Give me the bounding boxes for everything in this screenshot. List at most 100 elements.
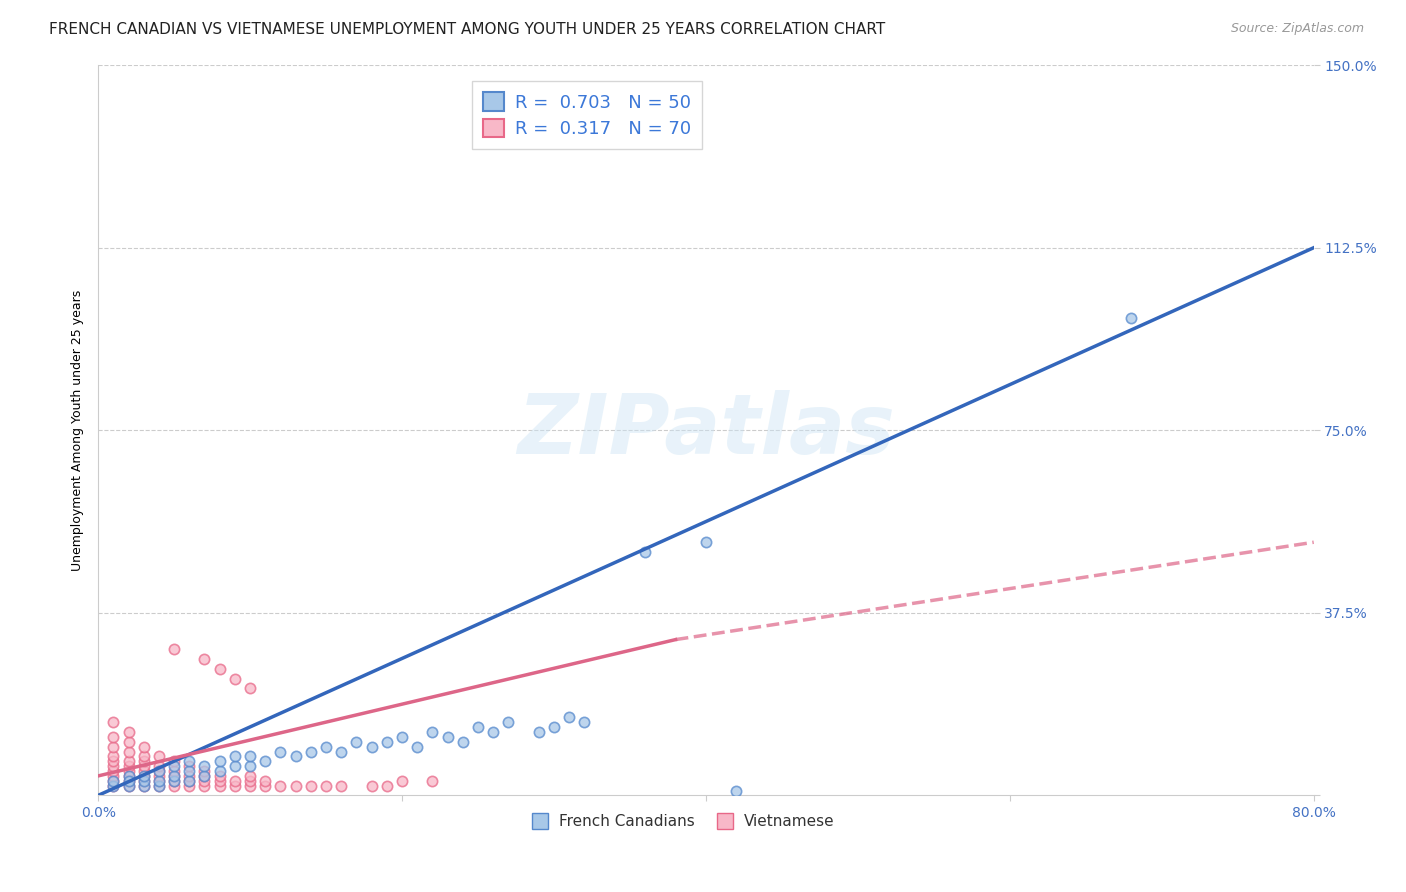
Y-axis label: Unemployment Among Youth under 25 years: Unemployment Among Youth under 25 years <box>72 290 84 571</box>
Point <box>163 779 186 793</box>
Point <box>208 773 231 788</box>
Point <box>163 759 186 773</box>
Point <box>360 779 382 793</box>
Point <box>193 769 215 783</box>
Point <box>330 779 353 793</box>
Point <box>224 773 246 788</box>
Point <box>391 773 413 788</box>
Point <box>498 715 520 730</box>
Point <box>117 773 139 788</box>
Point <box>117 773 139 788</box>
Point <box>422 773 444 788</box>
Point <box>375 735 398 749</box>
Point <box>103 773 125 788</box>
Text: ZIPatlas: ZIPatlas <box>517 390 894 471</box>
Point <box>239 749 262 764</box>
Point <box>103 759 125 773</box>
Point <box>179 779 201 793</box>
Point <box>239 779 262 793</box>
Point <box>422 725 444 739</box>
Point <box>299 745 322 759</box>
Point <box>695 535 717 549</box>
Point <box>103 739 125 754</box>
Point <box>179 769 201 783</box>
Point <box>103 764 125 778</box>
Point <box>163 773 186 788</box>
Point <box>103 779 125 793</box>
Point <box>117 759 139 773</box>
Point <box>208 769 231 783</box>
Point <box>103 769 125 783</box>
Point <box>254 779 277 793</box>
Point <box>132 779 155 793</box>
Point <box>163 769 186 783</box>
Point <box>467 720 489 734</box>
Point <box>163 764 186 778</box>
Point <box>558 710 581 724</box>
Point <box>436 730 458 744</box>
Point <box>482 725 505 739</box>
Point <box>148 749 170 764</box>
Point <box>163 642 186 657</box>
Point <box>117 735 139 749</box>
Point <box>634 545 657 559</box>
Point <box>117 725 139 739</box>
Point <box>360 739 382 754</box>
Point <box>375 779 398 793</box>
Point <box>103 773 125 788</box>
Point <box>315 779 337 793</box>
Point <box>1121 311 1143 326</box>
Point <box>148 773 170 788</box>
Point <box>163 769 186 783</box>
Point <box>117 779 139 793</box>
Point <box>117 769 139 783</box>
Point <box>179 773 201 788</box>
Point <box>193 652 215 666</box>
Point <box>132 773 155 788</box>
Point <box>148 764 170 778</box>
Point <box>451 735 474 749</box>
Point <box>224 749 246 764</box>
Point <box>193 769 215 783</box>
Point <box>148 779 170 793</box>
Point <box>254 773 277 788</box>
Point <box>103 754 125 768</box>
Point <box>103 730 125 744</box>
Point <box>117 769 139 783</box>
Point <box>330 745 353 759</box>
Point <box>224 779 246 793</box>
Point <box>269 745 291 759</box>
Point <box>254 754 277 768</box>
Point <box>163 754 186 768</box>
Point <box>103 715 125 730</box>
Point <box>224 759 246 773</box>
Point <box>148 764 170 778</box>
Point <box>269 779 291 793</box>
Point <box>208 662 231 676</box>
Legend: French Canadians, Vietnamese: French Canadians, Vietnamese <box>523 808 841 835</box>
Point <box>148 773 170 788</box>
Point <box>239 681 262 696</box>
Point <box>117 745 139 759</box>
Point <box>193 773 215 788</box>
Text: FRENCH CANADIAN VS VIETNAMESE UNEMPLOYMENT AMONG YOUTH UNDER 25 YEARS CORRELATIO: FRENCH CANADIAN VS VIETNAMESE UNEMPLOYME… <box>49 22 886 37</box>
Point <box>132 764 155 778</box>
Point <box>208 764 231 778</box>
Point <box>284 749 307 764</box>
Point <box>193 764 215 778</box>
Point <box>239 769 262 783</box>
Point <box>315 739 337 754</box>
Text: Source: ZipAtlas.com: Source: ZipAtlas.com <box>1230 22 1364 36</box>
Point <box>132 769 155 783</box>
Point <box>193 779 215 793</box>
Point <box>148 779 170 793</box>
Point <box>148 769 170 783</box>
Point <box>132 739 155 754</box>
Point <box>299 779 322 793</box>
Point <box>179 759 201 773</box>
Point <box>239 759 262 773</box>
Point <box>103 779 125 793</box>
Point <box>193 759 215 773</box>
Point <box>284 779 307 793</box>
Point <box>543 720 565 734</box>
